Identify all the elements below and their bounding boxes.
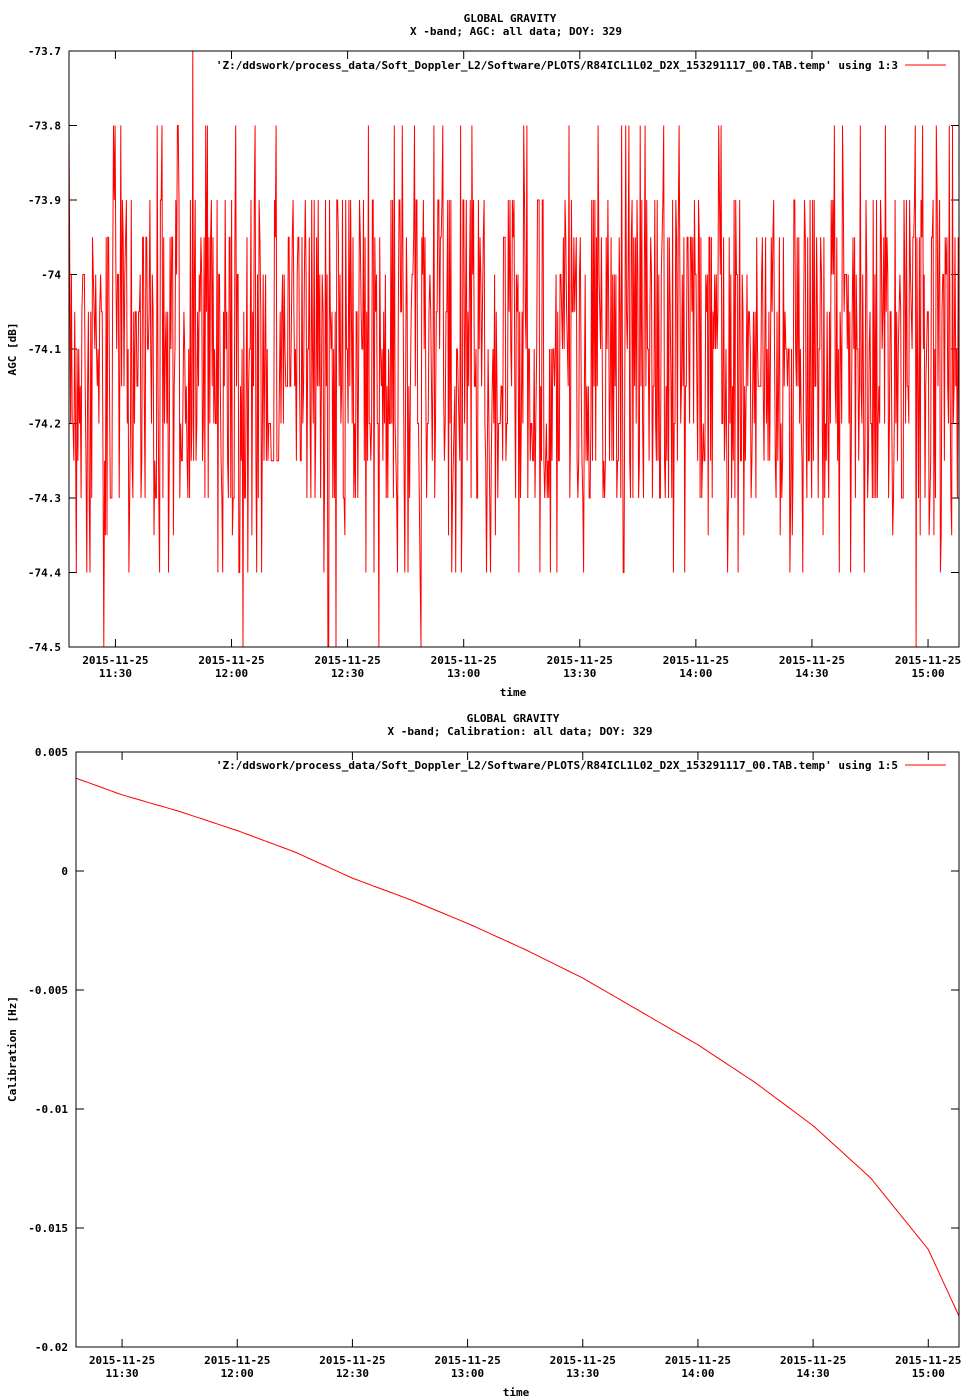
x-tick-date-label: 2015-11-25 <box>780 1354 846 1367</box>
x-tick-time-label: 11:30 <box>106 1367 139 1380</box>
y-tick-label: -0.02 <box>35 1341 68 1354</box>
agc-legend-label: 'Z:/ddswork/process_data/Soft_Doppler_L2… <box>216 59 898 72</box>
agc-plot-frame <box>68 50 960 648</box>
x-tick-date-label: 2015-11-25 <box>89 1354 155 1367</box>
calibration-title: GLOBAL GRAVITY <box>467 712 560 725</box>
x-tick-date-label: 2015-11-25 <box>431 654 497 667</box>
calibration-xlabel: time <box>503 1386 530 1399</box>
y-tick-label: -73.8 <box>28 120 61 133</box>
x-tick-date-label: 2015-11-25 <box>895 1354 961 1367</box>
x-tick-date-label: 2015-11-25 <box>319 1354 385 1367</box>
x-tick-time-label: 14:30 <box>795 667 828 680</box>
x-tick-date-label: 2015-11-25 <box>779 654 845 667</box>
calibration-ylabel: Calibration [Hz] <box>6 996 19 1102</box>
x-tick-date-label: 2015-11-25 <box>665 1354 731 1367</box>
x-tick-time-label: 15:00 <box>912 1367 945 1380</box>
y-tick-label: 0.005 <box>35 746 68 759</box>
agc-ylabel: AGC [dB] <box>6 323 19 376</box>
y-tick-label: -74.4 <box>28 567 61 580</box>
x-tick-time-label: 15:00 <box>911 667 944 680</box>
y-tick-label: -0.01 <box>35 1103 68 1116</box>
series-path <box>68 50 960 648</box>
y-tick-label: -74.2 <box>28 418 61 431</box>
y-tick-label: -74.1 <box>28 343 61 356</box>
x-tick-time-label: 11:30 <box>99 667 132 680</box>
agc-title: GLOBAL GRAVITY <box>464 12 557 25</box>
calibration-plot-frame <box>75 751 960 1348</box>
x-tick-date-label: 2015-11-25 <box>198 654 264 667</box>
x-tick-date-label: 2015-11-25 <box>550 1354 616 1367</box>
x-tick-date-label: 2015-11-25 <box>314 654 380 667</box>
y-tick-label: 0 <box>61 865 68 878</box>
x-tick-date-label: 2015-11-25 <box>82 654 148 667</box>
agc-subtitle: X -band; AGC: all data; DOY: 329 <box>410 25 622 38</box>
calibration-y-ticks: 0.005 0 -0.005 -0.01 -0.015 -0.02 <box>28 746 959 1354</box>
y-tick-label: -0.015 <box>28 1222 68 1235</box>
y-tick-label: -73.9 <box>28 194 61 207</box>
y-tick-label: -74.5 <box>28 641 61 654</box>
x-tick-date-label: 2015-11-25 <box>895 654 961 667</box>
y-tick-label: -74.3 <box>28 492 61 505</box>
x-tick-time-label: 14:30 <box>797 1367 830 1380</box>
x-tick-date-label: 2015-11-25 <box>204 1354 270 1367</box>
x-tick-time-label: 12:00 <box>221 1367 254 1380</box>
x-tick-time-label: 13:30 <box>563 667 596 680</box>
agc-chart: GLOBAL GRAVITY X -band; AGC: all data; D… <box>6 12 961 699</box>
x-tick-date-label: 2015-11-25 <box>547 654 613 667</box>
agc-xlabel: time <box>500 686 527 699</box>
calibration-x-ticks: 2015-11-2511:302015-11-2512:002015-11-25… <box>89 752 961 1380</box>
x-tick-date-label: 2015-11-25 <box>434 1354 500 1367</box>
x-tick-time-label: 12:30 <box>331 667 364 680</box>
agc-series-line <box>68 50 960 648</box>
x-tick-time-label: 13:00 <box>447 667 480 680</box>
calibration-series-line <box>75 777 960 1317</box>
y-tick-label: -0.005 <box>28 984 68 997</box>
x-tick-time-label: 12:30 <box>336 1367 369 1380</box>
series-path <box>75 777 960 1317</box>
x-tick-time-label: 13:00 <box>451 1367 484 1380</box>
x-tick-time-label: 14:00 <box>679 667 712 680</box>
x-tick-time-label: 13:30 <box>566 1367 599 1380</box>
y-tick-label: -73.7 <box>28 45 61 58</box>
x-tick-date-label: 2015-11-25 <box>663 654 729 667</box>
calibration-chart: GLOBAL GRAVITY X -band; Calibration: all… <box>6 712 961 1399</box>
x-tick-time-label: 14:00 <box>681 1367 714 1380</box>
y-tick-label: -74 <box>41 269 61 282</box>
calibration-subtitle: X -band; Calibration: all data; DOY: 329 <box>388 725 653 738</box>
agc-x-ticks: 2015-11-2511:302015-11-2512:002015-11-25… <box>82 51 961 680</box>
x-tick-time-label: 12:00 <box>215 667 248 680</box>
calibration-legend-label: 'Z:/ddswork/process_data/Soft_Doppler_L2… <box>216 759 898 772</box>
